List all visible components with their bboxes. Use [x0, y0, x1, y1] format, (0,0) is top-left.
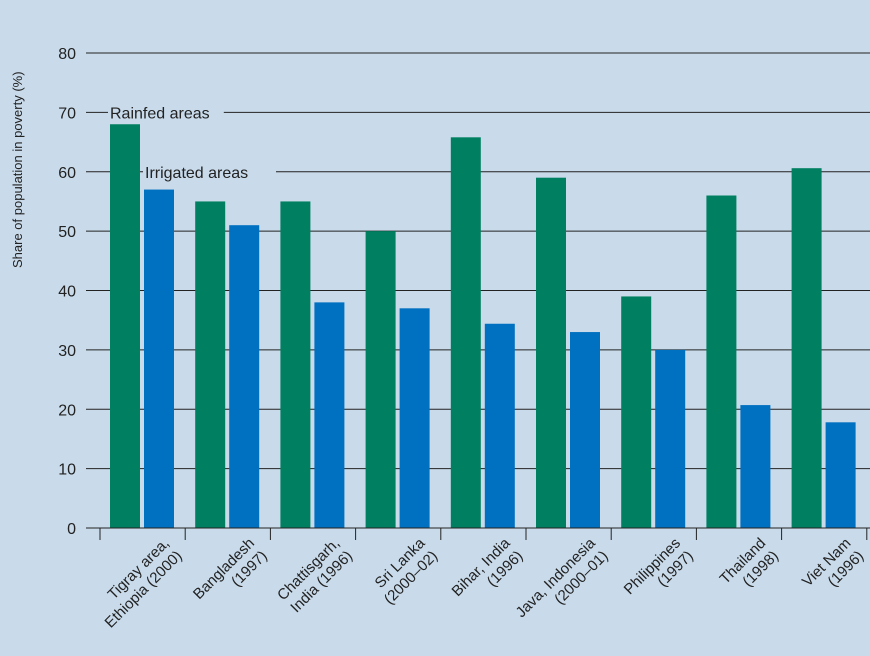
bar-irrigated: [144, 189, 174, 528]
bar-rainfed: [621, 296, 652, 528]
x-tick-label: Chattisgarh,India (1996): [274, 535, 356, 617]
bar-rainfed: [536, 177, 566, 528]
x-tick-label: Tigray area,Ethiopia (2000): [89, 535, 186, 632]
bar-rainfed: [365, 231, 396, 528]
y-tick-label: 0: [67, 521, 76, 538]
bar-irrigated: [570, 332, 600, 528]
legend-label-bg: [143, 161, 276, 182]
x-tick-label: Sri Lanka(2000–02): [368, 534, 442, 608]
bar-rainfed: [110, 124, 140, 528]
y-tick-label: 50: [58, 224, 76, 241]
bar-irrigated: [825, 422, 856, 528]
legend-label-rainfed: Rainfed areas: [110, 105, 210, 122]
bar-irrigated: [484, 323, 515, 528]
bar-irrigated: [314, 302, 345, 528]
bar-rainfed: [195, 201, 226, 528]
y-tick-label: 70: [58, 105, 76, 122]
bar-rainfed: [791, 168, 822, 528]
bar-irrigated: [229, 225, 260, 528]
y-tick-label: 30: [58, 343, 76, 360]
x-tick-label: Viet Nam(1996): [799, 535, 867, 603]
legend-label-bg: [108, 102, 224, 123]
bar-rainfed: [450, 137, 481, 528]
x-tick-label: Bangladesh(1997): [190, 535, 271, 616]
y-tick-label: 20: [58, 402, 76, 419]
x-tick-label: Bihar, India(1996): [449, 534, 527, 612]
y-tick-label: 40: [58, 284, 76, 301]
y-tick-label: 80: [58, 46, 76, 63]
bar-rainfed: [706, 195, 737, 528]
y-tick-label: 60: [58, 165, 76, 182]
x-tick-label: Java, Indonesia(2000–01): [513, 534, 613, 634]
x-tick-label: Thailand(1998): [717, 535, 782, 600]
y-tick-label: 10: [58, 462, 76, 479]
bar-irrigated: [655, 349, 686, 528]
legend-label-irrigated: Irrigated areas: [145, 165, 248, 182]
bar-irrigated: [740, 405, 771, 528]
bar-rainfed: [280, 201, 311, 528]
bar-irrigated: [399, 308, 430, 528]
x-tick-label: Philippines(1997): [621, 535, 697, 611]
